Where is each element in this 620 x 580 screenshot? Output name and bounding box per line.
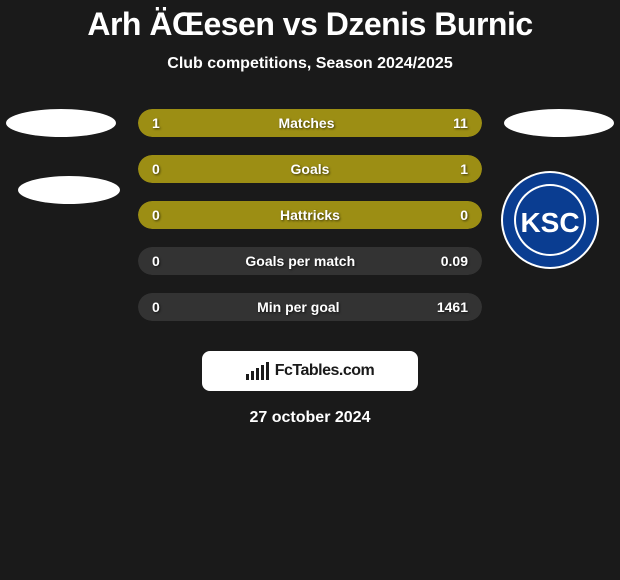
stat-right-val: 0	[460, 207, 468, 223]
fctables-text: FcTables.com	[275, 362, 375, 380]
stat-left-val: 0	[152, 253, 160, 269]
stat-left-val: 1	[152, 115, 160, 131]
subtitle: Club competitions, Season 2024/2025	[167, 55, 452, 73]
stat-left-val: 0	[152, 161, 160, 177]
stat-right-val: 0.09	[441, 253, 468, 269]
stat-bar-mpg: 0 Min per goal 1461	[138, 293, 482, 321]
fctables-badge: FcTables.com	[202, 351, 418, 391]
stat-right-val: 11	[453, 115, 468, 131]
stat-label: Min per goal	[257, 299, 339, 315]
player1-badge	[6, 109, 116, 137]
svg-text:KSC: KSC	[520, 207, 579, 238]
stat-label: Goals per match	[245, 253, 355, 269]
stat-bar-gpm: 0 Goals per match 0.09	[138, 247, 482, 275]
stat-label: Goals	[291, 161, 330, 177]
page-title: Arh ÄŒesen vs Dzenis Burnic	[87, 6, 532, 43]
stat-right-val: 1461	[437, 299, 468, 315]
stat-label: Matches	[278, 115, 334, 131]
stat-left-val: 0	[152, 299, 160, 315]
bars-icon	[246, 362, 269, 380]
stat-right-val: 1	[460, 161, 468, 177]
stat-left-val: 0	[152, 207, 160, 223]
ksc-logo-icon: KSC	[500, 170, 600, 270]
stat-bar-goals: 0 Goals 1	[138, 155, 482, 183]
stat-bar-hattricks: 0 Hattricks 0	[138, 201, 482, 229]
stat-label: Hattricks	[280, 207, 340, 223]
player2-badge	[504, 109, 614, 137]
stat-bar-matches: 1 Matches 11	[138, 109, 482, 137]
date-text: 27 october 2024	[250, 409, 371, 427]
